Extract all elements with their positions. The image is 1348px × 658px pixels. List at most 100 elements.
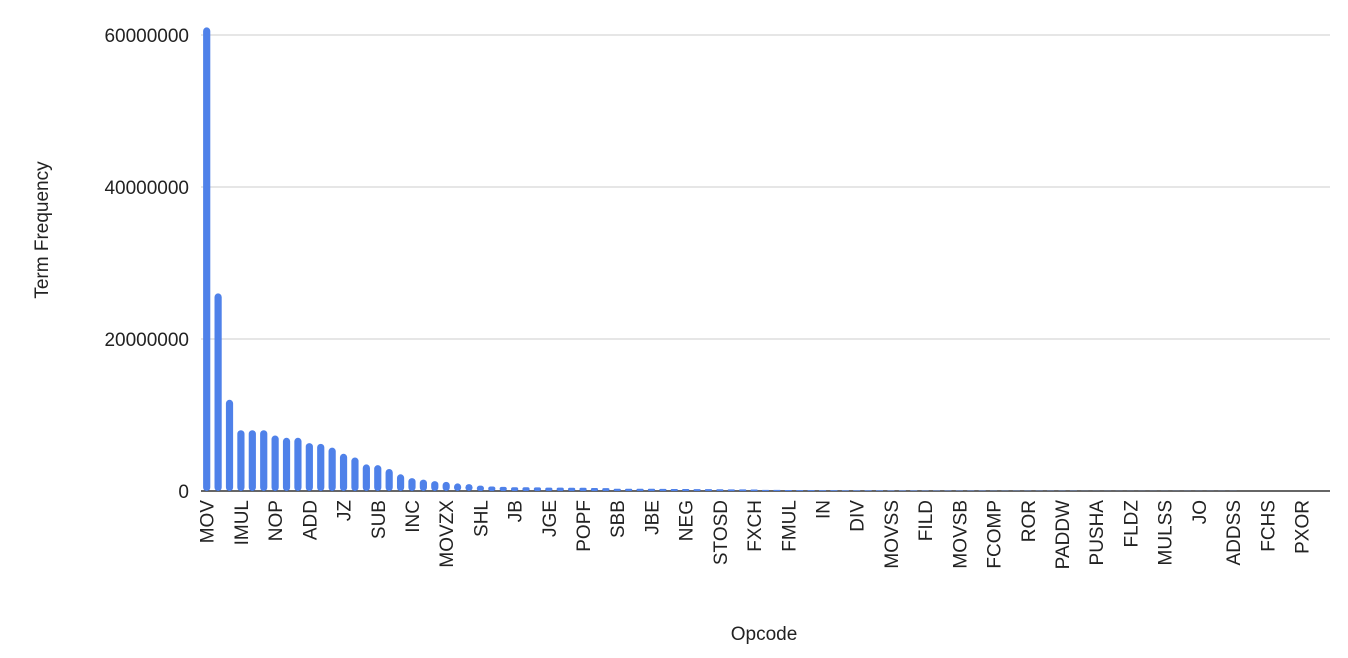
bar xyxy=(625,488,633,491)
y-tick-label: 40000000 xyxy=(104,178,189,199)
bar xyxy=(511,487,519,491)
bar xyxy=(362,464,370,491)
bar xyxy=(784,490,792,491)
bar xyxy=(818,490,827,491)
x-tick-label: INC xyxy=(403,500,424,533)
bar xyxy=(282,437,291,491)
bar xyxy=(841,490,849,491)
bar xyxy=(545,487,553,491)
x-tick-label: POPF xyxy=(574,500,595,552)
bar xyxy=(294,437,302,491)
x-tick-label: SBB xyxy=(608,500,629,538)
bar xyxy=(864,490,872,491)
bar xyxy=(659,488,667,491)
y-tick-label: 0 xyxy=(178,482,189,503)
x-tick-label: SUB xyxy=(369,500,390,539)
x-tick-label: JGE xyxy=(540,500,561,537)
x-tick-label: NEG xyxy=(677,500,698,541)
x-tick-label: JO xyxy=(1190,500,1211,524)
x-tick-label: PADDW xyxy=(1053,500,1074,569)
bar xyxy=(248,430,256,491)
bar xyxy=(385,468,393,491)
y-tick-label: 20000000 xyxy=(104,330,189,351)
bar xyxy=(476,485,484,491)
x-tick-label: NOP xyxy=(266,500,287,541)
bar xyxy=(636,488,644,491)
bar xyxy=(682,489,690,491)
bar xyxy=(203,27,211,492)
x-tick-label: FILD xyxy=(916,500,937,541)
x-tick-label: ADDSS xyxy=(1224,500,1245,565)
bar xyxy=(887,490,895,491)
x-tick-label: MOVZX xyxy=(437,500,458,568)
x-tick-label: MOVSS xyxy=(882,500,903,569)
x-tick-label: MOVSB xyxy=(950,500,971,569)
bar xyxy=(579,487,587,491)
bar xyxy=(704,489,713,491)
x-tick-label: JZ xyxy=(335,500,356,522)
bar xyxy=(225,399,234,491)
bar xyxy=(807,490,815,491)
x-tick-label: PUSHA xyxy=(1087,500,1108,566)
bar xyxy=(442,481,450,491)
bar xyxy=(396,474,405,491)
bar xyxy=(830,490,838,491)
x-tick-label: ADD xyxy=(300,500,321,540)
x-axis-title: Opcode xyxy=(731,624,798,645)
bar xyxy=(305,443,313,491)
bar xyxy=(556,487,564,491)
x-tick-label: DIV xyxy=(848,500,869,532)
bar xyxy=(773,489,781,491)
x-tick-label: MOV xyxy=(198,500,219,544)
bar xyxy=(853,490,861,491)
bar xyxy=(533,487,542,491)
bar xyxy=(875,490,884,491)
x-tick-label: PXOR xyxy=(1292,500,1313,554)
x-tick-label: MULSS xyxy=(1156,500,1177,565)
bar xyxy=(260,430,268,491)
bar xyxy=(716,489,724,491)
x-tick-label: FLDZ xyxy=(1121,500,1142,548)
x-tick-label: SHL xyxy=(471,500,492,537)
bar xyxy=(431,481,439,491)
bar xyxy=(670,488,678,491)
bar xyxy=(419,479,427,491)
bar xyxy=(465,484,473,491)
x-tick-label: FMUL xyxy=(779,500,800,552)
bar xyxy=(408,478,416,491)
bar xyxy=(750,489,758,491)
bar xyxy=(739,489,747,491)
x-tick-label: FXCH xyxy=(745,500,766,552)
bar xyxy=(328,447,336,491)
bar xyxy=(590,487,599,491)
bar xyxy=(271,435,279,491)
x-tick-label: STOSD xyxy=(711,500,732,565)
bar xyxy=(613,488,621,491)
bar xyxy=(568,487,576,491)
y-axis-title: Term Frequency xyxy=(32,161,53,299)
y-tick-label: 60000000 xyxy=(104,26,189,47)
x-tick-label: FCHS xyxy=(1258,500,1279,552)
x-tick-label: ROR xyxy=(1019,500,1040,542)
bar xyxy=(693,489,701,491)
bar xyxy=(339,453,348,491)
bar xyxy=(727,489,735,491)
x-tick-label: JB xyxy=(506,500,527,522)
bar xyxy=(602,488,610,491)
bar xyxy=(522,487,530,491)
bar xyxy=(761,489,770,491)
bar xyxy=(317,443,325,491)
bar xyxy=(214,293,222,491)
x-tick-label: JBE xyxy=(642,500,663,535)
x-tick-label: IMUL xyxy=(232,500,253,545)
bar xyxy=(351,457,359,491)
x-tick-label: FCOMP xyxy=(985,500,1006,569)
bar xyxy=(488,486,496,491)
bar xyxy=(453,483,462,491)
bar xyxy=(237,430,245,491)
bar xyxy=(499,486,507,491)
x-tick-label: IN xyxy=(814,500,835,519)
bar xyxy=(374,465,382,491)
bar xyxy=(796,490,804,491)
